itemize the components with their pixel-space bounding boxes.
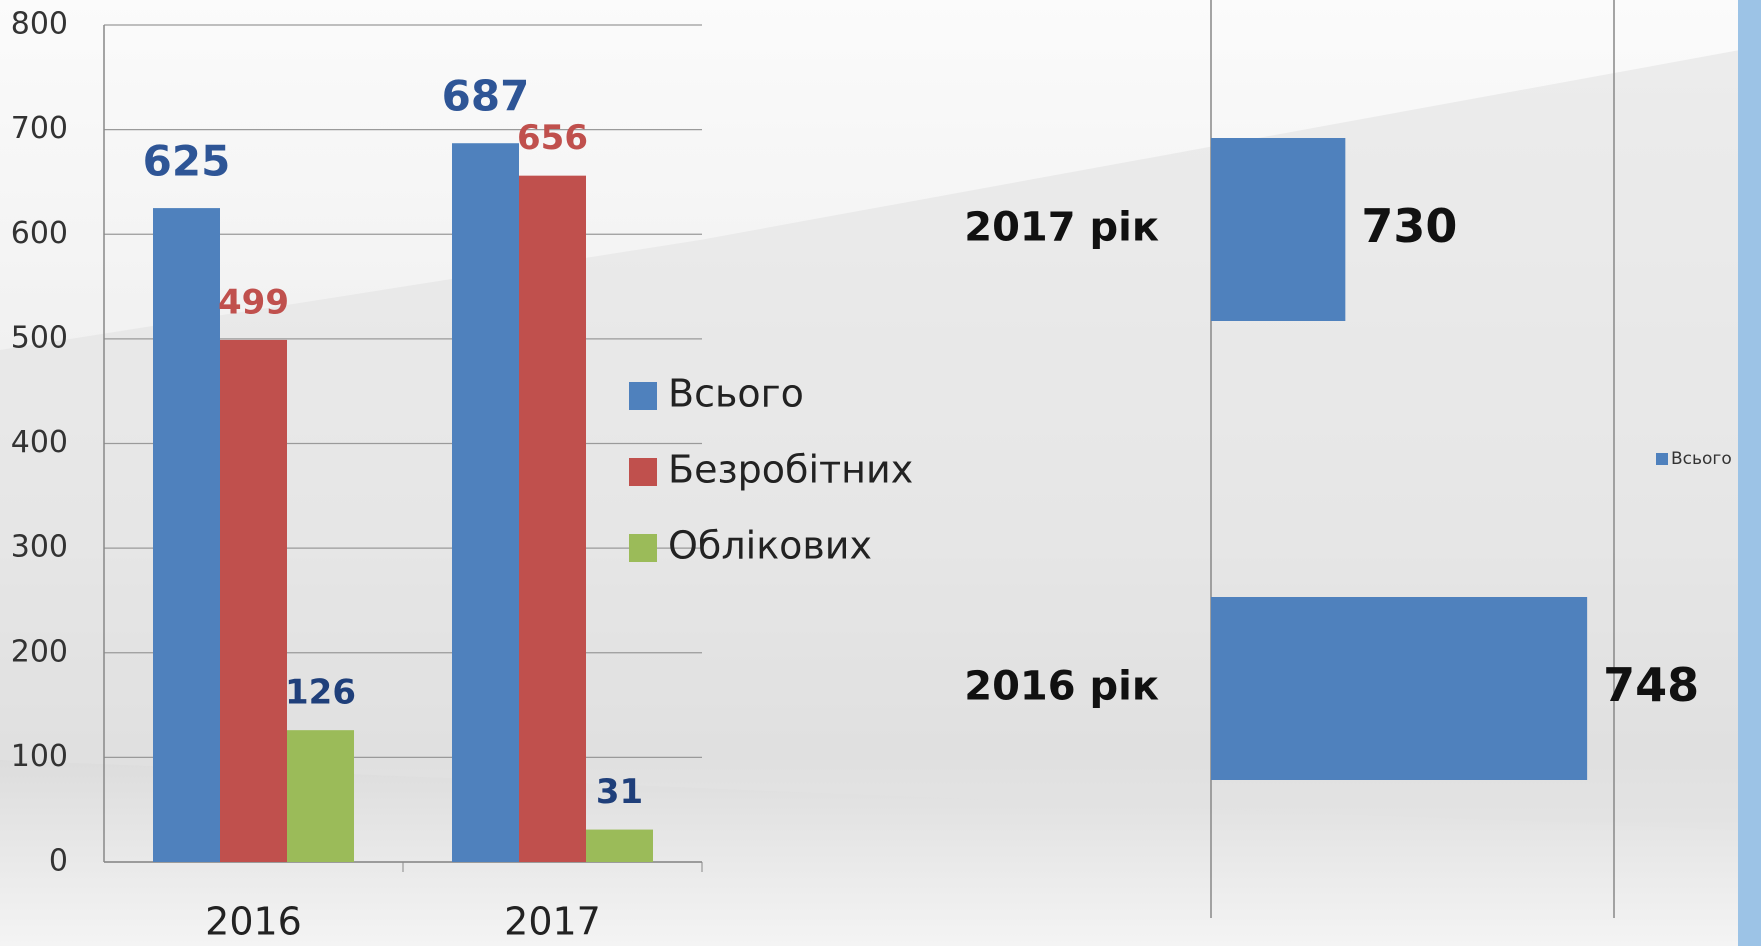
y-tick-label: 800	[11, 7, 68, 42]
x-tick-label: 2017	[504, 900, 601, 944]
legend-label: Облікових	[668, 524, 872, 568]
legend-swatch	[629, 534, 657, 562]
data-label: 687	[442, 72, 530, 121]
bar	[519, 175, 586, 862]
y-tick-label: 700	[11, 111, 68, 146]
bar	[153, 208, 220, 862]
y-tick-label: 0	[49, 844, 68, 879]
bar	[287, 730, 354, 862]
bar	[1211, 597, 1588, 780]
y-tick-label: 2016 рік	[964, 664, 1159, 710]
data-label: 625	[143, 137, 231, 186]
legend-swatch	[1656, 453, 1668, 465]
data-label: 499	[218, 282, 289, 322]
y-tick-label: 600	[11, 216, 68, 251]
y-tick-label: 400	[11, 425, 68, 460]
y-tick-label: 200	[11, 634, 68, 669]
data-label: 126	[285, 673, 356, 713]
bar	[220, 339, 287, 862]
x-tick-label: 2016	[205, 900, 302, 944]
data-label: 656	[517, 118, 588, 158]
side-strip	[1738, 0, 1761, 946]
legend-swatch	[629, 382, 657, 410]
bar	[586, 829, 653, 862]
y-tick-label: 300	[11, 530, 68, 565]
y-tick-label: 500	[11, 320, 68, 355]
legend-label: Безробітних	[668, 448, 913, 492]
legend-label: Всього	[668, 372, 804, 416]
bar	[1211, 138, 1346, 321]
legend-label: Всього	[1671, 449, 1732, 469]
data-label: 748	[1603, 658, 1699, 712]
bar	[452, 143, 519, 862]
legend-swatch	[629, 458, 657, 486]
y-tick-label: 2017 рік	[964, 205, 1159, 251]
data-label: 31	[596, 772, 643, 812]
data-label: 730	[1361, 199, 1457, 253]
y-tick-label: 100	[11, 739, 68, 774]
